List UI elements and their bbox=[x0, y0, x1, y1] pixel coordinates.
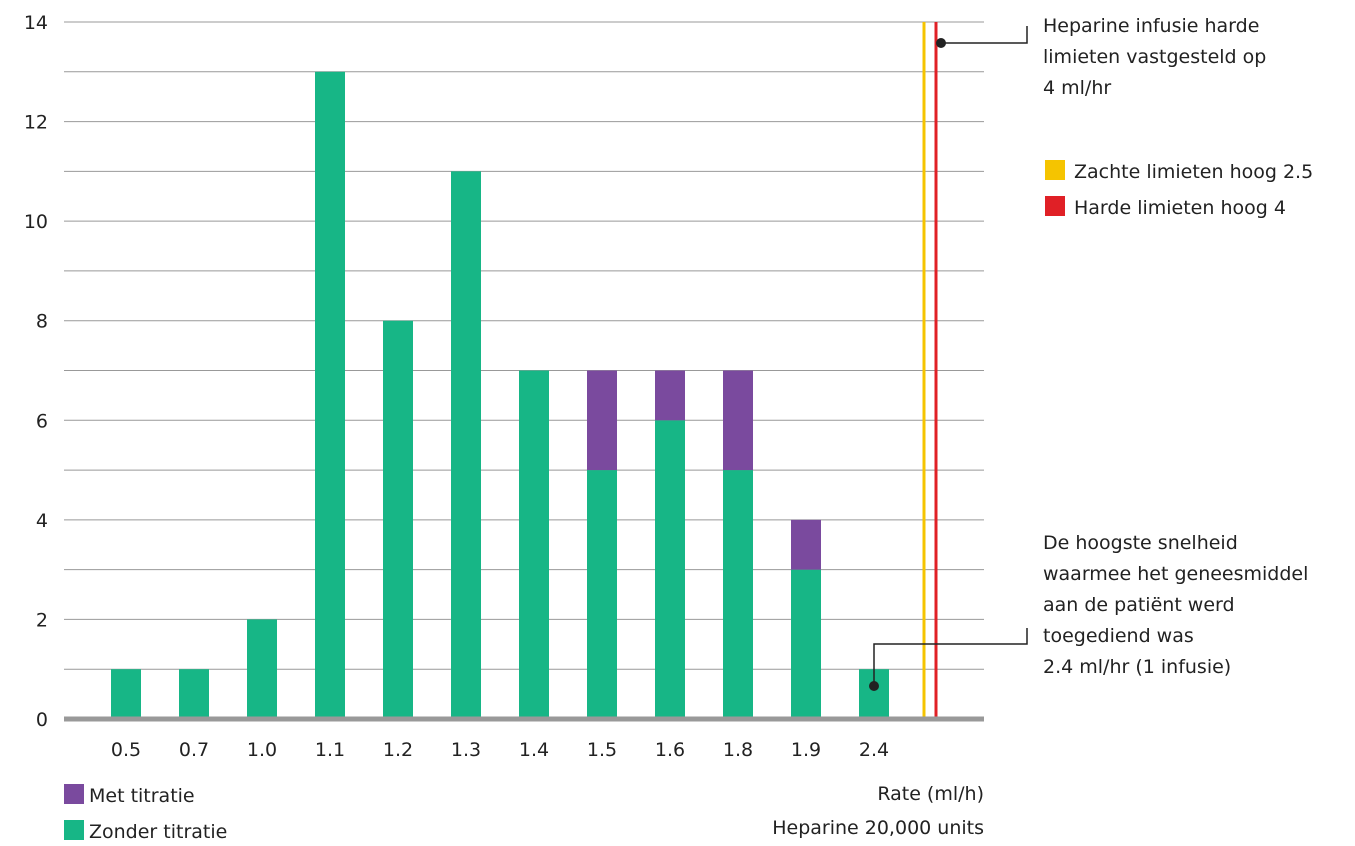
x-tick-label-1.2: 1.2 bbox=[383, 739, 413, 761]
x-tick-label-1.4: 1.4 bbox=[519, 739, 549, 761]
limit-lines bbox=[922, 22, 938, 719]
x-tick-label-1.0: 1.0 bbox=[247, 739, 277, 761]
bar-1.1-zonder bbox=[315, 71, 345, 720]
bar-1.4-zonder bbox=[519, 370, 549, 719]
y-tick-label-12: 12 bbox=[24, 112, 48, 134]
x-tick-label-1.9: 1.9 bbox=[791, 739, 821, 761]
x-axis-ticks: 0.5 0.7 1.0 1.1 1.2 1.3 1.4 1.5 1.6 1.8 1.9 2.4 bbox=[111, 739, 889, 761]
y-axis-ticks: 0 2 4 6 8 10 12 14 bbox=[24, 12, 48, 731]
limit-legend: Zachte limieten hoog 2.5 Harde limieten h… bbox=[1045, 160, 1313, 219]
bar-1.9-zonder bbox=[791, 569, 821, 719]
bar-1.8-zonder bbox=[723, 470, 753, 719]
legend: Met titratie Zonder titratie bbox=[64, 784, 227, 843]
annotation-hard-limit-dot bbox=[936, 38, 946, 48]
bar-1.6-zonder bbox=[655, 420, 685, 719]
x-axis-label: Rate (ml/h) Heparine 20,000 units bbox=[772, 783, 984, 839]
x-tick-label-1.8: 1.8 bbox=[723, 739, 753, 761]
x-axis-label-line-2: Heparine 20,000 units bbox=[772, 817, 984, 839]
annotation-hard-limit-line-2: limieten vastgesteld op bbox=[1043, 46, 1266, 68]
y-tick-label-8: 8 bbox=[36, 311, 48, 333]
bar-1.2-zonder bbox=[383, 320, 413, 719]
bar-1.6-met bbox=[655, 370, 685, 421]
legend-label-1: Met titratie bbox=[89, 785, 195, 807]
limit-legend-swatch-2 bbox=[1045, 196, 1065, 216]
x-tick-label-2.4: 2.4 bbox=[859, 739, 889, 761]
y-tick-label-2: 2 bbox=[36, 609, 48, 631]
bar-1.3-zonder bbox=[451, 171, 481, 719]
limit-legend-swatch-1 bbox=[1045, 160, 1065, 180]
legend-swatch-1 bbox=[64, 784, 84, 804]
annotations: Heparine infusie harde limieten vastgeste… bbox=[869, 15, 1308, 691]
annotation-hard-limit-line-3: 4 ml/hr bbox=[1043, 77, 1111, 99]
legend-swatch-2 bbox=[64, 820, 84, 840]
y-tick-label-10: 10 bbox=[24, 211, 48, 233]
bar-0.5-zonder bbox=[111, 669, 141, 719]
limit-legend-label-2: Harde limieten hoog 4 bbox=[1074, 197, 1286, 219]
bar-1.5-zonder bbox=[587, 470, 617, 719]
annotation-hard-limit-callout bbox=[941, 26, 1028, 44]
x-tick-label-1.3: 1.3 bbox=[451, 739, 481, 761]
annotation-max-rate-line-5: 2.4 ml/hr (1 infusie) bbox=[1043, 656, 1231, 678]
annotation-max-rate-callout bbox=[873, 628, 1028, 686]
x-tick-label-1.6: 1.6 bbox=[655, 739, 685, 761]
annotation-max-rate-line-1: De hoogste snelheid bbox=[1043, 532, 1238, 554]
legend-label-2: Zonder titratie bbox=[89, 821, 227, 843]
bar-1.5-met bbox=[587, 370, 617, 471]
y-tick-label-4: 4 bbox=[36, 510, 48, 532]
x-axis-label-line-1: Rate (ml/h) bbox=[877, 783, 984, 805]
annotation-max-rate-line-3: aan de patiënt werd bbox=[1043, 594, 1235, 616]
y-tick-label-14: 14 bbox=[24, 12, 48, 34]
annotation-hard-limit-line-1: Heparine infusie harde bbox=[1043, 15, 1259, 37]
bar-1.8-met bbox=[723, 370, 753, 471]
y-tick-label-0: 0 bbox=[36, 709, 48, 731]
x-tick-label-0.7: 0.7 bbox=[179, 739, 209, 761]
limit-legend-label-1: Zachte limieten hoog 2.5 bbox=[1074, 161, 1313, 183]
x-tick-label-0.5: 0.5 bbox=[111, 739, 141, 761]
bar-1.0-zonder bbox=[247, 619, 277, 719]
y-tick-label-6: 6 bbox=[36, 410, 48, 432]
bar-1.9-met bbox=[791, 519, 821, 570]
bar-0.7-zonder bbox=[179, 669, 209, 719]
x-tick-label-1.1: 1.1 bbox=[315, 739, 345, 761]
annotation-max-rate-dot bbox=[869, 681, 879, 691]
annotation-max-rate-line-4: toegediend was bbox=[1043, 625, 1194, 647]
bars bbox=[111, 71, 889, 720]
annotation-max-rate-line-2: waarmee het geneesmiddel bbox=[1043, 563, 1308, 585]
x-tick-label-1.5: 1.5 bbox=[587, 739, 617, 761]
